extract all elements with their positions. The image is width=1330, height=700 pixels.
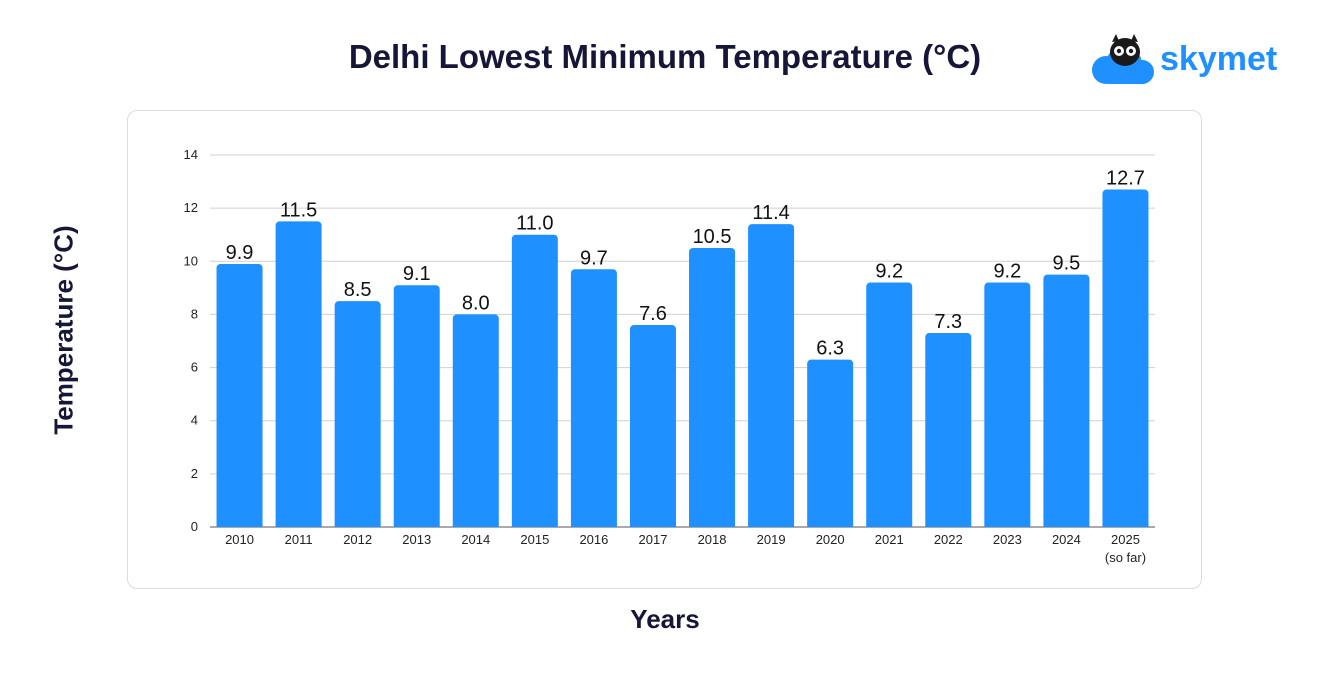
bar-base — [1043, 523, 1090, 527]
y-tick-label: 2 — [191, 466, 198, 481]
y-axis-title: Temperature (°C) — [48, 225, 79, 435]
x-tick-label: 2010 — [225, 532, 254, 547]
bar-base — [925, 523, 972, 527]
bar — [866, 282, 913, 527]
data-label: 10.5 — [693, 226, 732, 248]
data-label: 11.5 — [280, 199, 317, 221]
data-label: 9.5 — [1053, 253, 1081, 275]
x-tick-label: 2017 — [639, 532, 668, 547]
data-label: 11.0 — [516, 213, 553, 235]
bar-base — [275, 523, 322, 527]
bar — [452, 314, 499, 527]
x-tick-label: 2023 — [993, 532, 1022, 547]
data-label: 8.0 — [462, 292, 490, 314]
x-tick-label: 2022 — [934, 532, 963, 547]
data-label: 9.2 — [993, 261, 1021, 283]
bar — [216, 263, 263, 527]
bar — [925, 333, 972, 527]
x-tick-label: 2014 — [461, 532, 490, 547]
bar-base — [1102, 523, 1149, 527]
x-tick-label: 2013 — [402, 532, 431, 547]
owl-on-cloud-icon — [1092, 34, 1154, 84]
x-tick-label: 2020 — [816, 532, 845, 547]
data-label: 12.7 — [1106, 168, 1145, 190]
bar-base — [807, 523, 854, 527]
data-label: 9.2 — [875, 261, 903, 283]
bar-base — [393, 523, 440, 527]
bar — [1102, 189, 1149, 528]
brand-name: skymet — [1160, 40, 1278, 78]
bar — [629, 325, 676, 527]
bar — [570, 269, 617, 527]
data-label: 9.1 — [403, 263, 431, 285]
bar — [393, 285, 440, 527]
bar — [689, 248, 736, 527]
x-tick-label: 2011 — [285, 532, 313, 547]
x-tick-label: 2025 — [1111, 532, 1140, 547]
bar — [1043, 274, 1090, 527]
y-tick-label: 8 — [191, 306, 198, 321]
data-label: 11.4 — [752, 202, 789, 224]
x-tick-label: 2024 — [1052, 532, 1081, 547]
data-label: 9.7 — [580, 247, 608, 269]
data-label: 7.3 — [934, 311, 962, 333]
y-tick-label: 4 — [191, 413, 198, 428]
chart-title: Delhi Lowest Minimum Temperature (°C) — [348, 38, 982, 75]
x-tick-label: 2012 — [343, 532, 372, 547]
bar-base — [334, 523, 381, 527]
bar-base — [866, 523, 913, 527]
x-tick-label: 2018 — [698, 532, 727, 547]
x-tick-label: 2019 — [757, 532, 786, 547]
y-tick-label: 14 — [184, 147, 198, 162]
bar-base — [748, 523, 795, 527]
data-label: 7.6 — [639, 303, 667, 325]
brand-logo: skymet — [1088, 30, 1308, 90]
y-tick-label: 10 — [184, 253, 198, 268]
data-label: 9.9 — [226, 242, 254, 264]
bar — [984, 282, 1031, 527]
bar-base — [629, 523, 676, 527]
x-tick-sublabel: (so far) — [1105, 550, 1146, 565]
bar-base — [689, 523, 736, 527]
x-tick-label: 2016 — [579, 532, 608, 547]
bar — [511, 234, 558, 527]
bar — [807, 359, 854, 527]
bar — [748, 224, 795, 528]
y-tick-label: 6 — [191, 360, 198, 375]
bar-base — [984, 523, 1031, 527]
bar-base — [216, 523, 263, 527]
bar — [275, 221, 322, 527]
data-label: 6.3 — [816, 338, 844, 360]
y-tick-label: 0 — [191, 519, 198, 534]
x-tick-label: 2015 — [520, 532, 549, 547]
bar-base — [452, 523, 499, 527]
bar-base — [511, 523, 558, 527]
y-tick-label: 12 — [184, 200, 198, 215]
bar-base — [570, 523, 617, 527]
x-tick-label: 2021 — [875, 532, 904, 547]
x-axis-title: Years — [630, 604, 700, 634]
data-label: 8.5 — [344, 279, 372, 301]
bar — [334, 301, 381, 527]
